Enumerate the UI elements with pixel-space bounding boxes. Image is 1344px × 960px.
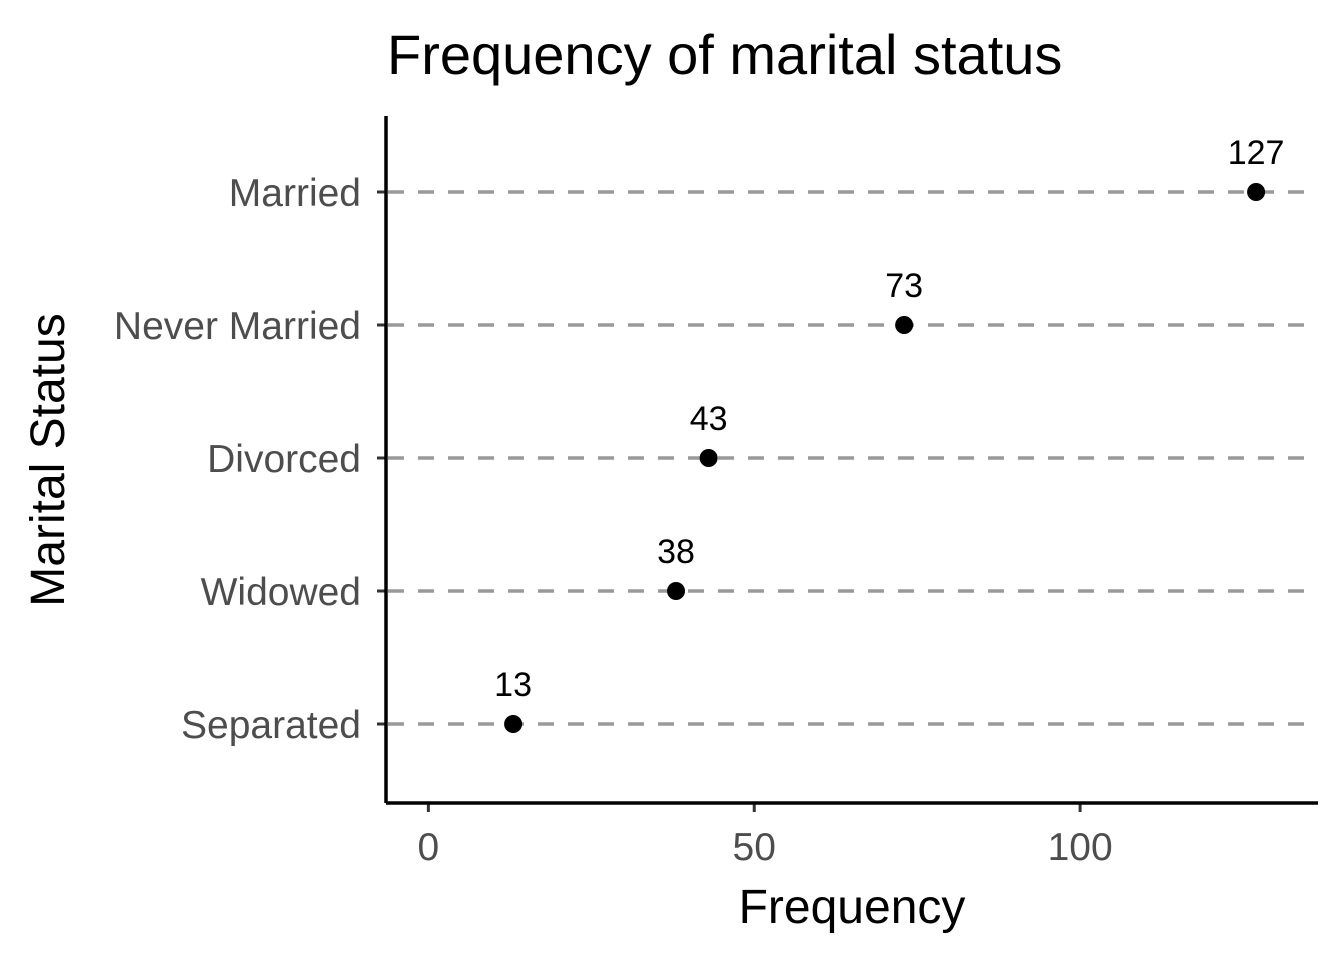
data-labels: 127 73 43 38 13: [494, 134, 1284, 704]
data-label-never-married: 73: [885, 267, 923, 305]
x-tick-label-50: 50: [733, 826, 776, 869]
x-axis-ticks: 0 50 100: [418, 803, 1113, 869]
data-label-married: 127: [1228, 134, 1285, 172]
chart-title: Frequency of marital status: [387, 23, 1062, 86]
data-point-married: [1247, 183, 1266, 201]
x-tick-label-0: 0: [418, 826, 440, 869]
grid-lines: [388, 190, 1318, 726]
y-tick-label-married: Married: [229, 172, 361, 215]
data-point-widowed: [667, 582, 686, 600]
data-point-never-married: [895, 316, 914, 334]
y-axis-title: Marital Status: [22, 313, 75, 606]
x-tick-label-100: 100: [1048, 826, 1113, 869]
data-label-separated: 13: [494, 666, 532, 704]
data-point-separated: [504, 715, 523, 733]
data-point-divorced: [699, 449, 718, 467]
y-tick-label-never-married: Never Married: [114, 305, 361, 348]
data-label-widowed: 38: [657, 533, 695, 571]
y-tick-label-divorced: Divorced: [207, 438, 361, 481]
y-tick-label-widowed: Widowed: [201, 571, 361, 614]
data-points: [504, 183, 1266, 733]
y-axis-tick-labels: Married Never Married Divorced Widowed Separ…: [114, 172, 386, 747]
data-label-divorced: 43: [690, 400, 728, 438]
y-tick-label-separated: Separated: [181, 704, 361, 747]
x-axis-title: Frequency: [739, 881, 966, 934]
